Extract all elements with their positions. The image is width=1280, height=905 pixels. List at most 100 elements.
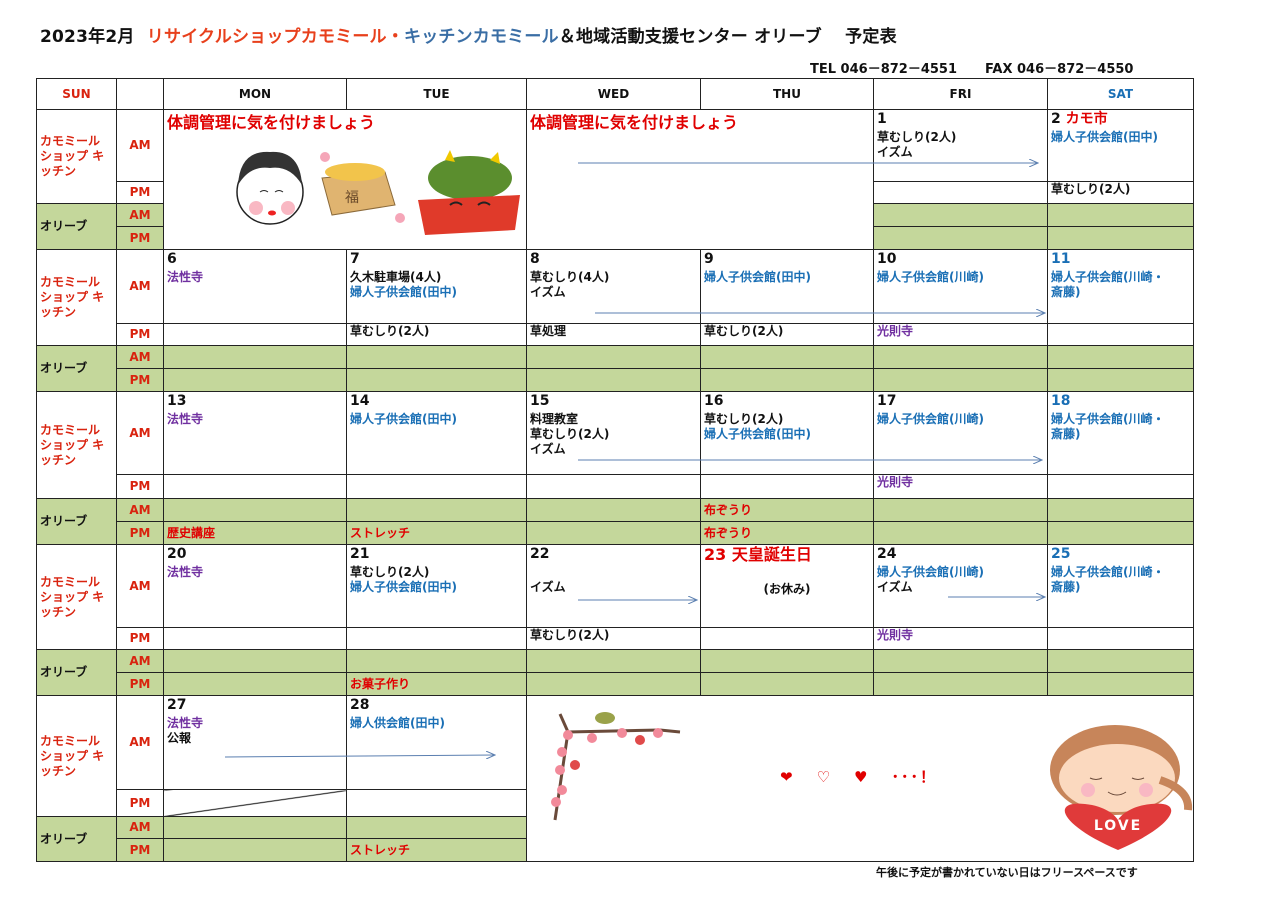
schedule-entry: ストレッチ xyxy=(350,525,411,540)
schedule-entry: 婦人子供会館(田中) xyxy=(704,270,811,284)
schedule-cell xyxy=(346,789,527,817)
schedule-entry: イズム xyxy=(530,285,566,299)
schedule-cell: 20 法性寺 xyxy=(163,544,347,628)
schedule-cell xyxy=(163,474,347,499)
schedule-cell xyxy=(526,474,701,499)
schedule-entry: 法性寺 xyxy=(167,412,204,426)
day-number-text: 10 xyxy=(877,251,897,267)
row-label-olive: オリーブ xyxy=(36,203,117,250)
row-label-shop: カモミール ショップ キッチン xyxy=(36,695,117,817)
day-number: 10 xyxy=(877,252,1044,267)
schedule-cell: 23 天皇誕生日 (お休み) xyxy=(700,544,874,628)
schedule-entry: 婦人子供会館(田中) xyxy=(350,580,457,594)
column-header-sun: SUN xyxy=(36,78,117,110)
schedule-cell: 24 婦人子供会館(川崎) イズム xyxy=(873,544,1048,628)
schedule-calendar: SUN MON TUE WED THU FRI SAT カモミール ショップ キッチン AM 体… xyxy=(36,78,1194,862)
tel-number: TEL 046－872－4551 xyxy=(810,62,958,77)
day-number-text: 18 xyxy=(1051,393,1071,409)
row-label-olive: オリーブ xyxy=(36,345,117,392)
heart-filled-icon: ❤ xyxy=(780,768,795,786)
schedule-cell: 28 婦人供会館(田中) xyxy=(346,695,527,790)
day-number: 14 xyxy=(350,394,523,409)
schedule-cell: 草むしり(2人) xyxy=(1047,181,1194,204)
column-header-sat: SAT xyxy=(1047,78,1194,110)
schedule-cell xyxy=(163,627,347,650)
hearts-decoration: ❤ ♡ ♥ ･･･！ xyxy=(780,766,959,787)
schedule-cell xyxy=(1047,345,1194,369)
title-date: 2023年2月 xyxy=(40,27,135,47)
schedule-cell xyxy=(163,368,347,392)
schedule-cell xyxy=(1047,368,1194,392)
schedule-cell xyxy=(346,498,527,522)
am-label: AM xyxy=(116,649,164,673)
schedule-cell xyxy=(346,345,527,369)
pm-label: PM xyxy=(116,226,164,250)
schedule-entry: 歴史講座 xyxy=(167,525,216,540)
day-number: 2 カモ市 xyxy=(1051,112,1190,127)
schedule-cell xyxy=(526,649,701,673)
heart-outline-icon: ♡ xyxy=(816,768,833,786)
pm-label: PM xyxy=(116,627,164,650)
schedule-cell xyxy=(873,203,1048,227)
schedule-entry: お菓子作り xyxy=(350,676,411,691)
day-number-text: 1 xyxy=(877,111,887,127)
schedule-cell: 22 イズム xyxy=(526,544,701,628)
row-label-olive: オリーブ xyxy=(36,498,117,545)
row-label-shop: カモミール ショップ キッチン xyxy=(36,391,117,499)
schedule-cell xyxy=(700,649,874,673)
schedule-cell: 10 婦人子供会館(川崎) xyxy=(873,249,1048,324)
schedule-cell xyxy=(526,521,701,545)
schedule-cell xyxy=(700,672,874,696)
schedule-entry: イズム xyxy=(877,580,913,594)
holiday-label: 天皇誕生日 xyxy=(731,545,812,564)
day-number: 15 xyxy=(530,394,697,409)
schedule-entry: 婦人子供会館(田中) xyxy=(350,285,457,299)
schedule-cell xyxy=(1047,649,1194,673)
schedule-entry: 布ぞうり xyxy=(704,502,753,517)
schedule-cell: ストレッチ xyxy=(346,521,527,545)
schedule-cell: 14 婦人子供会館(田中) xyxy=(346,391,527,475)
pm-label: PM xyxy=(116,181,164,204)
schedule-entry: 光則寺 xyxy=(877,628,914,643)
schedule-entry: 法性寺 xyxy=(167,565,204,579)
column-header-tue: TUE xyxy=(346,78,527,110)
am-label: AM xyxy=(116,345,164,369)
am-label: AM xyxy=(116,816,164,839)
schedule-cell: 2 カモ市 婦人子供会館(田中) xyxy=(1047,109,1194,182)
schedule-entry: 草むしり(4人) xyxy=(530,270,610,284)
day-number-text: 20 xyxy=(167,546,187,562)
schedule-entry: 法性寺 xyxy=(167,716,204,730)
row-label-shop: カモミール ショップ キッチン xyxy=(36,249,117,346)
day-number-text: 8 xyxy=(530,251,540,267)
schedule-entry: 婦人子供会館(川崎・ xyxy=(1051,565,1165,579)
day-number-text: 24 xyxy=(877,546,897,562)
schedule-cell: 6 法性寺 xyxy=(163,249,347,324)
schedule-cell: 草むしり(2人) xyxy=(526,627,701,650)
schedule-entry: 婦人子供会館(川崎) xyxy=(877,412,984,426)
schedule-entry: 草むしり(2人) xyxy=(350,565,430,579)
schedule-cell xyxy=(873,181,1048,204)
schedule-cell xyxy=(346,368,527,392)
schedule-entry: 草処理 xyxy=(530,324,567,339)
schedule-cell: 21 草むしり(2人) 婦人子供会館(田中) xyxy=(346,544,527,628)
day-number-text: 9 xyxy=(704,251,714,267)
schedule-cell: お菓子作り xyxy=(346,672,527,696)
day-number: 24 xyxy=(877,547,1044,562)
day-number-text: 14 xyxy=(350,393,370,409)
schedule-cell xyxy=(873,498,1048,522)
pm-label: PM xyxy=(116,323,164,346)
contact-info: TEL 046－872－4551 FAX 046－872－4550 xyxy=(810,58,1161,77)
schedule-entry: 法性寺 xyxy=(167,270,204,284)
schedule-cell xyxy=(1047,226,1194,250)
schedule-cell: 13 法性寺 xyxy=(163,391,347,475)
day-number-text: 15 xyxy=(530,393,550,409)
schedule-cell: 16 草むしり(2人) 婦人子供会館(田中) xyxy=(700,391,874,475)
am-label: AM xyxy=(116,249,164,324)
schedule-entry: 草むしり(2人) xyxy=(530,427,610,441)
schedule-cell: 草むしり(2人) xyxy=(700,323,874,346)
schedule-cell xyxy=(346,627,527,650)
am-label: AM xyxy=(116,203,164,227)
row-label-shop: カモミール ショップ キッチン xyxy=(36,544,117,650)
day-number-text: 23 xyxy=(704,545,727,564)
am-label: AM xyxy=(116,391,164,475)
